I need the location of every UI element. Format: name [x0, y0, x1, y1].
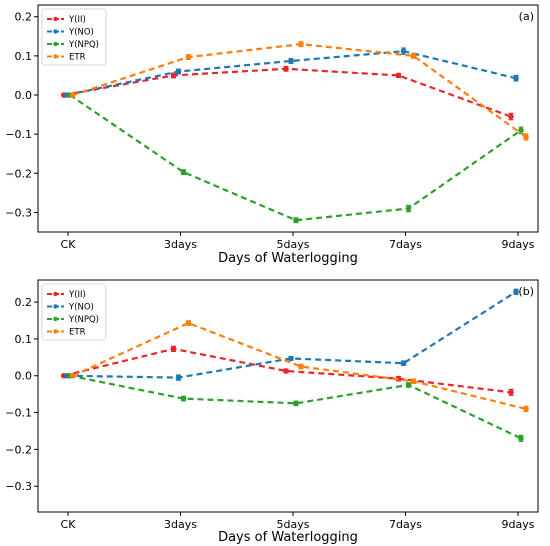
legend-box	[41, 8, 107, 66]
x-tick-label: 7days	[389, 238, 422, 251]
series-line	[72, 43, 527, 138]
data-point	[175, 68, 182, 75]
legend-box	[41, 283, 107, 341]
data-point	[410, 53, 417, 59]
data-point	[175, 374, 182, 381]
x-tick-label: CK	[61, 238, 77, 251]
panel-label: (b)	[518, 285, 534, 298]
legend-item-label: Y(NPQ)	[68, 40, 99, 50]
series-line	[66, 50, 517, 97]
series-ynpq	[67, 92, 524, 224]
y-tick-label: 0.1	[15, 50, 33, 63]
data-point	[518, 127, 524, 134]
data-point	[185, 320, 192, 326]
y-tick-label: −0.1	[5, 407, 32, 420]
series-ynpq	[67, 372, 524, 442]
data-point	[298, 363, 304, 370]
legend-item-label: Y(NO)	[68, 303, 94, 313]
y-tick-label: 0.1	[15, 333, 33, 346]
series-line	[69, 94, 522, 222]
series-line	[63, 347, 512, 394]
legend-marker	[53, 16, 58, 22]
series-etr	[70, 320, 529, 413]
series-yii	[61, 65, 514, 121]
data-point	[513, 288, 519, 295]
data-point	[395, 72, 402, 79]
plot-frame	[37, 4, 539, 233]
legend-item-label: Y(II)	[68, 290, 86, 300]
series-yno	[64, 288, 519, 381]
y-tick-label: −0.2	[5, 443, 32, 456]
legend-item-label: Y(II)	[68, 15, 86, 25]
data-point	[288, 58, 294, 64]
series-etr	[70, 41, 529, 141]
panel-label: (a)	[519, 10, 534, 23]
data-point	[170, 72, 177, 79]
data-point	[170, 346, 177, 352]
x-axis-label: Days of Waterlogging	[218, 251, 358, 266]
data-point	[400, 360, 407, 367]
legend-marker	[53, 304, 58, 309]
data-point	[180, 395, 187, 402]
x-tick-label: 9days	[502, 518, 535, 531]
y-tick-label: −0.1	[5, 128, 32, 141]
data-point	[293, 217, 299, 224]
data-point	[70, 372, 76, 379]
y-tick-label: 0.2	[15, 11, 33, 24]
x-tick-label: 7days	[389, 518, 422, 531]
legend: Y(II) Y(NO) Y(NPQ) ETR	[41, 283, 107, 341]
data-point	[180, 169, 187, 175]
x-tick-label: 3days	[164, 518, 197, 531]
series-line	[69, 374, 522, 440]
y-tick-label: 0.2	[15, 296, 33, 309]
plot-frame	[37, 279, 539, 513]
data-point	[288, 355, 294, 362]
data-point	[283, 65, 289, 72]
y-tick-label: 0.0	[15, 89, 33, 102]
x-tick-label: 5days	[277, 238, 310, 251]
data-point	[508, 113, 514, 120]
data-point	[283, 368, 289, 374]
legend-marker	[53, 329, 58, 334]
x-tick-label: 5days	[277, 518, 310, 531]
x-axis-label: Days of Waterlogging	[218, 530, 358, 545]
legend-item-label: Y(NPQ)	[68, 315, 99, 325]
legend-marker	[53, 316, 58, 322]
series-yno	[64, 47, 519, 98]
data-point	[405, 205, 412, 212]
y-tick-label: 0.0	[15, 370, 33, 383]
series-line	[66, 290, 517, 379]
legend-marker	[53, 29, 58, 34]
legend-item-label: ETR	[69, 53, 86, 63]
data-point	[518, 435, 524, 442]
legend-marker	[53, 54, 58, 59]
series-line	[72, 321, 527, 410]
data-point	[410, 378, 417, 385]
x-tick-label: 9days	[502, 238, 535, 251]
data-point	[185, 54, 192, 60]
data-point	[293, 400, 299, 407]
data-point	[298, 41, 304, 47]
legend: Y(II) Y(NO) Y(NPQ) ETR	[41, 8, 107, 66]
y-tick-label: −0.3	[5, 480, 32, 493]
data-point	[523, 134, 529, 140]
y-tick-label: −0.2	[5, 167, 32, 180]
legend-item-label: Y(NO)	[68, 28, 94, 38]
data-point	[523, 406, 529, 412]
data-point	[70, 92, 76, 98]
data-point	[405, 382, 412, 388]
data-point	[513, 75, 519, 81]
x-tick-label: CK	[61, 518, 77, 531]
legend-marker	[53, 291, 58, 297]
legend-item-label: ETR	[69, 328, 86, 338]
chart-panel-a: 0.2 0.1 0.0 −0.1 −0.2 −0.3 CK 3days 5days 7days 9d…	[5, 4, 539, 266]
data-point	[400, 48, 407, 54]
chart-panel-b: 0.2 0.1 0.0 −0.1 −0.2 −0.3 CK 3days 5days 7days 9d…	[5, 279, 539, 545]
legend-marker	[53, 41, 58, 47]
data-point	[508, 389, 514, 396]
y-tick-label: −0.3	[5, 206, 32, 219]
x-tick-label: 3days	[164, 238, 197, 251]
